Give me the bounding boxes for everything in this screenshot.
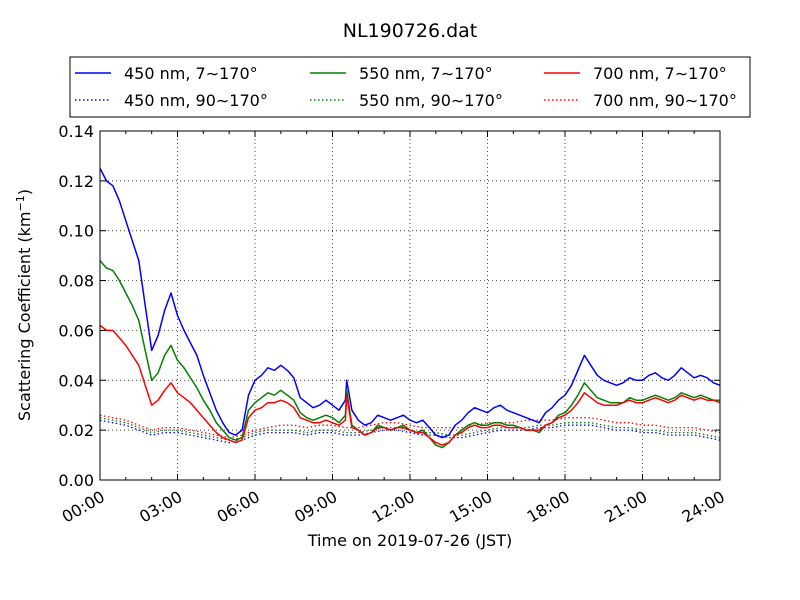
y-tick-label: 0.04: [58, 371, 94, 390]
x-tick-label: 09:00: [291, 487, 340, 527]
legend-label-2: 550 nm, 7∼170°: [359, 64, 493, 83]
chart-title: NL190726.dat: [343, 20, 478, 42]
y-tick-label: 0.10: [58, 222, 94, 241]
x-tick-label: 15:00: [446, 487, 495, 527]
x-tick-label: 21:00: [601, 487, 650, 527]
series-line-5: [99, 414, 721, 439]
x-axis-label: Time on 2019-07-26 (JST): [307, 531, 512, 550]
y-tick-label: 0.00: [58, 471, 94, 490]
legend-label-1: 450 nm, 90∼170°: [124, 91, 268, 110]
legend-label-0: 450 nm, 7∼170°: [124, 64, 258, 83]
x-tick-label: 00:00: [59, 487, 108, 527]
legend-label-4: 700 nm, 7∼170°: [593, 64, 727, 83]
grid-lines: [100, 131, 720, 480]
x-tick-label: 24:00: [679, 487, 728, 527]
legend-label-3: 550 nm, 90∼170°: [359, 91, 503, 110]
legend: 450 nm, 7∼170° 450 nm, 90∼170° 550 nm, 7∼1…: [69, 56, 751, 118]
y-tick-label: 0.12: [58, 172, 94, 191]
legend-frame: [69, 56, 751, 118]
legend-label-5: 700 nm, 90∼170°: [593, 91, 737, 110]
x-tick-label: 12:00: [369, 487, 418, 527]
axis-ticks: 00:00 03:00 06:00 09:00 12:00 15:00 18:00 21:00…: [58, 122, 728, 527]
x-tick-label: 06:00: [214, 487, 263, 527]
x-tick-label: 03:00: [136, 487, 185, 527]
y-axis-label: Scattering Coefficient (km−1): [14, 189, 34, 421]
series-line-1: [99, 419, 721, 444]
y-axis-label-sup: −1: [14, 195, 27, 211]
series-line-0: [99, 168, 721, 439]
series-line-4: [99, 324, 721, 446]
y-tick-label: 0.08: [58, 272, 94, 291]
series-line-3: [99, 417, 721, 441]
series-layer: [99, 168, 721, 449]
y-tick-label: 0.14: [58, 122, 94, 141]
series-line-2: [99, 260, 720, 449]
y-axis-label-end: ): [15, 189, 34, 195]
y-tick-label: 0.02: [58, 421, 94, 440]
y-axis-label-main: Scattering Coefficient (km: [15, 211, 34, 421]
y-tick-label: 0.06: [58, 321, 94, 340]
x-tick-label: 18:00: [524, 487, 573, 527]
